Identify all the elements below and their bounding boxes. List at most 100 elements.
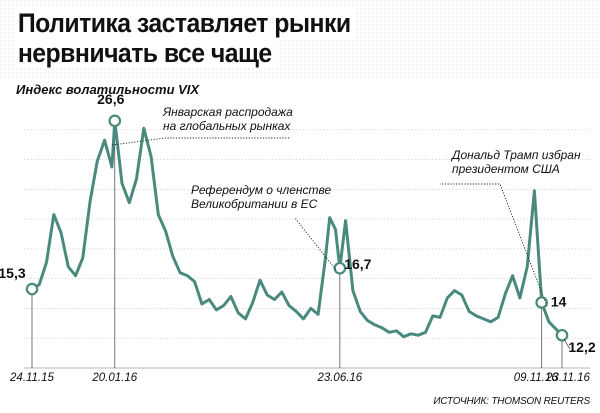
data-point [209,299,210,300]
data-point [548,321,549,322]
data-point [335,229,336,230]
data-point [381,327,382,328]
annotation-text: Январская распродажа [162,105,293,119]
data-point [68,266,69,267]
data-point [252,302,253,303]
data-point [104,140,105,141]
source-note: ИСТОЧНИК: THOMSON REUTERS [433,396,590,407]
data-point [498,317,499,318]
data-point [259,280,260,281]
data-point [129,202,130,203]
data-point [165,230,166,231]
data-point [519,297,520,298]
data-point [360,311,361,312]
data-point [483,318,484,319]
highlight-marker [25,282,39,296]
data-point [461,294,462,295]
data-point [296,311,297,312]
title-line-2: нервничать все чаще [16,38,458,68]
x-tick-label: 09.11.16 [514,372,559,384]
data-point [89,201,90,202]
annotation-text: Референдум о членстве [191,183,332,197]
data-point [389,332,390,333]
data-point [490,321,491,322]
data-point [396,330,397,331]
data-point [325,259,326,260]
data-point [374,324,375,325]
highlight-marker [333,261,347,275]
data-point [53,214,54,215]
data-point [345,220,346,221]
value-label-leader [563,339,571,350]
data-point [180,272,181,273]
highlight-marker [108,114,122,128]
data-point [425,332,426,333]
data-point [216,309,217,310]
data-point [534,190,535,191]
x-tick-label: 24.11.15 [9,372,55,384]
data-point [352,290,353,291]
data-point [136,178,137,179]
data-point [97,160,98,161]
data-point [367,320,368,321]
data-point [556,329,557,330]
data-point [274,299,275,300]
chart-subtitle: Индекс волатильности VIX [16,82,200,97]
data-point [150,156,151,157]
data-point [468,311,469,312]
title-line-1: Политика заставляет рынки [16,8,458,38]
data-point [172,256,173,257]
data-point [111,166,112,167]
data-point [288,305,289,306]
data-point [238,312,239,313]
data-point [410,333,411,334]
data-point [121,183,122,184]
x-tick-label: 23.06.16 [316,372,362,384]
annotation-leader [111,137,290,146]
data-point [267,294,268,295]
highlight-marker [555,328,569,342]
chart-title: Политика заставляет рынки нервничать все… [16,8,496,72]
value-label: 12,2 [568,339,595,355]
value-label: 16,7 [344,256,371,272]
annotation-text: Дональд Трамп избран [450,148,581,162]
data-point [46,262,47,263]
data-point [527,266,528,267]
data-point [194,281,195,282]
data-point [158,214,159,215]
data-point [432,315,433,316]
data-point [201,303,202,304]
annotation-text: на глобальных рынках [163,119,291,133]
data-point [281,291,282,292]
x-tick-label: 20.01.16 [91,372,137,384]
data-point [82,257,83,258]
data-point [245,318,246,319]
data-point [317,314,318,315]
data-point [230,296,231,297]
value-label: 14 [551,293,567,309]
data-point [512,275,513,276]
data-point [439,317,440,318]
data-point [187,275,188,276]
data-point [75,275,76,276]
data-point [476,315,477,316]
data-point [329,217,330,218]
data-point [310,308,311,309]
vix-series-line [30,119,564,339]
annotation-leader [440,183,548,307]
data-point [60,232,61,233]
data-point [418,335,419,336]
data-point [447,297,448,298]
value-label: 26,6 [97,91,124,107]
data-point [454,290,455,291]
data-point [505,293,506,294]
x-tick-label: 23.11.16 [545,372,591,384]
data-point [39,284,40,285]
data-point [143,128,144,129]
data-point [403,336,404,337]
annotation-text: Великобритании в ЕС [191,197,318,211]
value-label: 15,3 [0,265,26,281]
data-point [223,305,224,306]
